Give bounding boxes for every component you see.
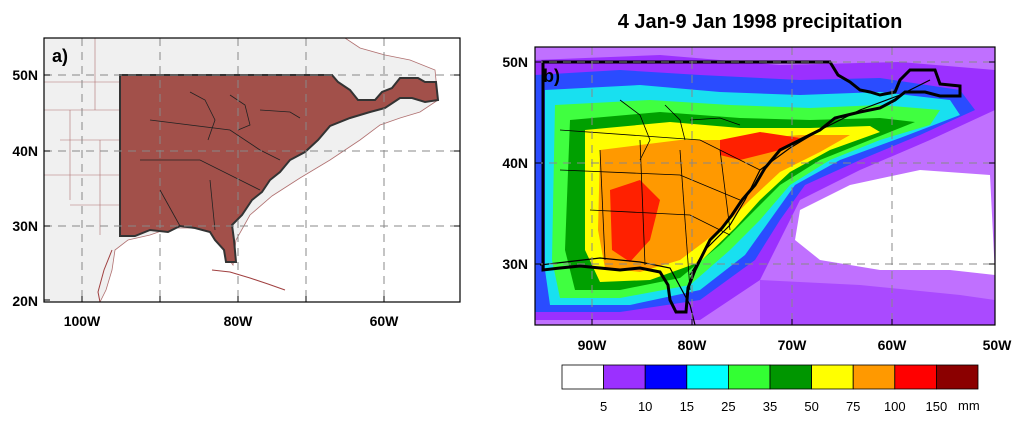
panel-a-label: a) xyxy=(52,46,68,66)
panel-a-grid xyxy=(44,38,460,302)
panel-a-lat-tick: 50N xyxy=(12,67,38,83)
panel-b-borders xyxy=(559,99,761,291)
panel-a-lat-tick: 30N xyxy=(12,218,38,234)
panel-b-lon-tick: 50W xyxy=(983,337,1013,353)
panel-b-map: b) 90W 80W 70W 60W 50W 50N 40N 30N xyxy=(502,46,1013,353)
colorbar-swatch xyxy=(561,364,604,390)
colorbar-unit: mm xyxy=(958,398,980,413)
colorbar-tick-label: 10 xyxy=(638,399,652,414)
panel-a-interior-lines xyxy=(140,91,301,231)
panel-a-mexico-coast xyxy=(97,249,113,302)
colorbar-swatch xyxy=(686,364,729,390)
colorbar-swatch xyxy=(769,364,812,390)
panel-a-lon-tick: 100W xyxy=(64,313,101,329)
panel-b-lon-tick: 70W xyxy=(778,337,808,353)
panel-b-lon-tick: 80W xyxy=(678,337,708,353)
panel-b-frame xyxy=(534,46,996,326)
panel-a-ticks xyxy=(44,74,460,302)
colorbar-tick-label: 100 xyxy=(884,399,906,414)
panel-a-lon-tick: 80W xyxy=(224,313,254,329)
colorbar-tick-label: 15 xyxy=(680,399,694,414)
colorbar-tick-label: 35 xyxy=(763,399,777,414)
panel-a-lon-tick: 60W xyxy=(370,313,400,329)
precip-dry-patch xyxy=(795,170,995,275)
panel-b-lon-tick: 60W xyxy=(878,337,908,353)
colorbar-swatch xyxy=(728,364,771,390)
colorbar-swatch xyxy=(894,364,937,390)
panel-a-cuba xyxy=(211,269,286,291)
colorbar: 5 10 15 25 35 50 75 100 150 xyxy=(561,364,979,414)
panel-b-coastline xyxy=(539,79,931,325)
panel-b-lat-tick: 50N xyxy=(502,54,528,70)
panel-b-lat-tick: 40N xyxy=(502,155,528,171)
panel-b-grid xyxy=(535,47,995,325)
panel-b-domain-outline xyxy=(541,60,962,314)
panel-b-label: b) xyxy=(543,66,560,86)
panel-b-precip-field xyxy=(535,47,995,325)
panel-b-lon-tick: 90W xyxy=(578,337,608,353)
colorbar-tick-label: 5 xyxy=(600,399,607,414)
colorbar-tick-label: 25 xyxy=(721,399,735,414)
colorbar-swatch xyxy=(936,364,979,390)
colorbar-tick-label: 150 xyxy=(926,399,948,414)
panel-a-borders xyxy=(44,38,120,235)
panel-a-map: a) 100W 80W 60W 50N 40N 30N 20N xyxy=(12,37,461,329)
precip-south-band xyxy=(760,280,995,325)
colorbar-swatch xyxy=(852,364,896,390)
colorbar-swatch xyxy=(603,364,646,390)
panel-a-domain-shading xyxy=(119,74,440,263)
panel-b-ticks xyxy=(535,61,995,325)
panel-a-frame xyxy=(43,37,461,303)
panel-b-lat-tick: 30N xyxy=(502,256,528,272)
figure-title: 4 Jan-9 Jan 1998 precipitation xyxy=(618,11,903,33)
colorbar-swatch xyxy=(644,364,688,390)
panel-a-lat-tick: 40N xyxy=(12,143,38,159)
colorbar-tick-label: 50 xyxy=(804,399,818,414)
colorbar-swatch xyxy=(811,364,854,390)
colorbar-tick-label: 75 xyxy=(846,399,860,414)
panel-a-lat-tick: 20N xyxy=(12,293,38,309)
precip-band-100 xyxy=(598,135,850,272)
precip-band-150 xyxy=(610,132,800,262)
